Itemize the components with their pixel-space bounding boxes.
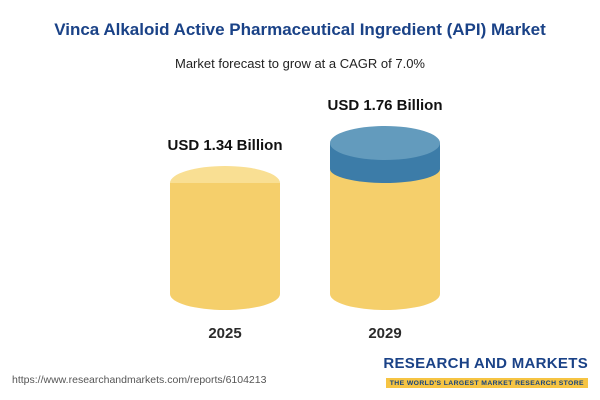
bar-group-2025: USD 1.34 Billion 2025 bbox=[167, 136, 283, 342]
brand-name: RESEARCH AND MARKETS bbox=[383, 355, 588, 372]
base-segment-2029 bbox=[330, 166, 440, 310]
year-label-2029: 2029 bbox=[368, 325, 402, 342]
cylinder-2025 bbox=[170, 165, 280, 310]
page-title: Vinca Alkaloid Active Pharmaceutical Ing… bbox=[54, 20, 546, 39]
growth-segment-top-2029 bbox=[330, 125, 440, 160]
brand-tagline: THE WORLD'S LARGEST MARKET RESEARCH STOR… bbox=[385, 378, 588, 388]
brand-logo: RESEARCH AND MARKETS THE WORLD'S LARGEST… bbox=[383, 355, 588, 390]
report-url: https://www.researchandmarkets.com/repor… bbox=[12, 374, 267, 386]
page-subtitle: Market forecast to grow at a CAGR of 7.0… bbox=[175, 56, 425, 71]
bar-group-2029: USD 1.76 Billion 2029 bbox=[327, 96, 443, 342]
value-label-2025: USD 1.34 Billion bbox=[167, 136, 283, 154]
year-label-2025: 2025 bbox=[208, 325, 242, 342]
value-label-2029: USD 1.76 Billion bbox=[327, 96, 443, 114]
cylinder-body-2025 bbox=[170, 182, 280, 310]
cylinder-2029 bbox=[330, 125, 440, 310]
